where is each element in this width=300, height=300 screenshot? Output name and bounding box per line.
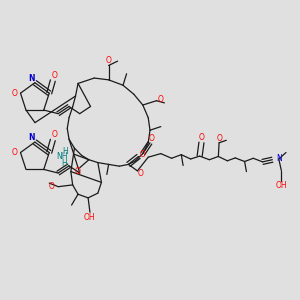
Text: O: O xyxy=(149,134,155,143)
Text: H: H xyxy=(63,147,68,156)
Text: H: H xyxy=(61,159,67,168)
Text: O: O xyxy=(139,150,145,159)
Text: O: O xyxy=(74,167,80,176)
Text: O: O xyxy=(158,95,164,104)
Text: O: O xyxy=(52,130,58,140)
Text: O: O xyxy=(199,133,205,142)
Text: O: O xyxy=(52,71,58,80)
Text: N: N xyxy=(29,133,35,142)
Text: OH: OH xyxy=(275,181,287,190)
Text: O: O xyxy=(12,148,18,157)
Text: O: O xyxy=(216,134,222,143)
Text: OH: OH xyxy=(84,213,96,222)
Text: O: O xyxy=(138,169,144,178)
Text: N: N xyxy=(29,74,35,83)
Text: O: O xyxy=(49,182,55,191)
Text: N: N xyxy=(276,154,282,164)
Text: NH: NH xyxy=(56,152,68,161)
Text: O: O xyxy=(12,89,18,98)
Text: O: O xyxy=(105,56,111,65)
